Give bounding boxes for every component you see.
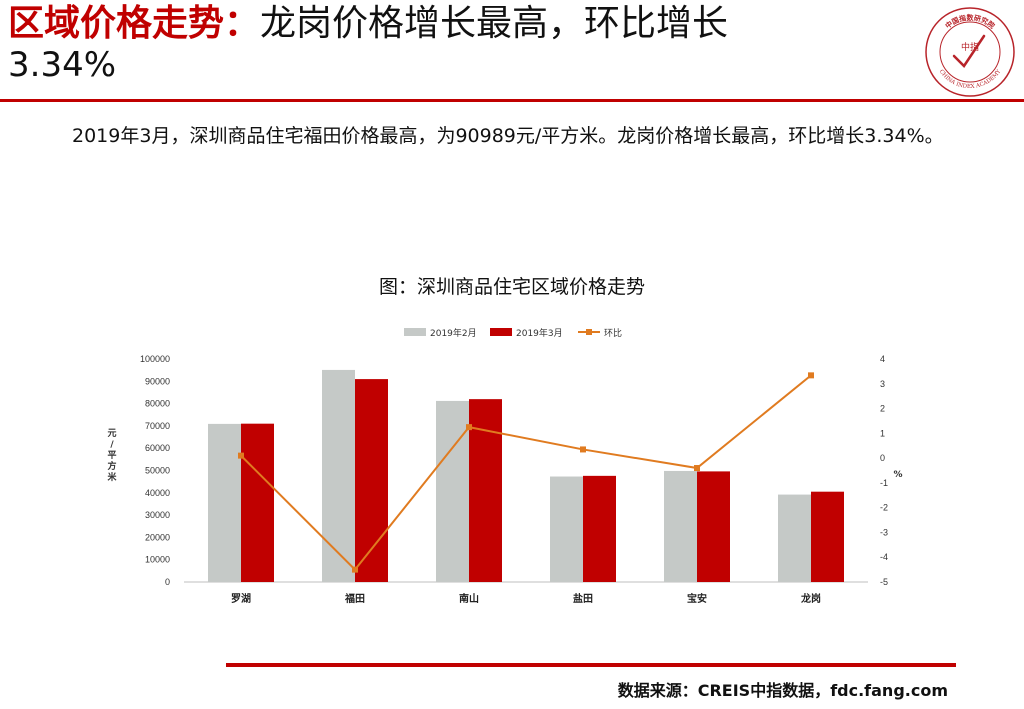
summary-text: 2019年3月，深圳商品住宅福田价格最高，为90989元/平方米。龙岗价格增长最… bbox=[72, 125, 944, 147]
bar-mar bbox=[697, 471, 730, 582]
y-tick-label: 0 bbox=[165, 577, 170, 587]
data-source: 数据来源：CREIS中指数据，fdc.fang.com bbox=[617, 681, 948, 700]
logo-center-text: 中指 bbox=[961, 41, 979, 53]
y-tick-label: 90000 bbox=[145, 376, 170, 386]
bar-mar bbox=[811, 491, 844, 582]
legend-label: 2019年3月 bbox=[516, 327, 563, 339]
y-axis-label-char: 米 bbox=[106, 471, 117, 483]
legend-label: 2019年2月 bbox=[430, 327, 477, 339]
title-headline: 龙岗价格增长最高，环比增长 bbox=[260, 3, 729, 44]
x-tick-label: 南山 bbox=[459, 592, 479, 605]
bar-feb bbox=[550, 476, 583, 582]
svg-text:中国指数研究院: 中国指数研究院 bbox=[943, 13, 996, 30]
line-point bbox=[466, 424, 472, 431]
bar-mar bbox=[241, 423, 274, 582]
bar-mar bbox=[583, 475, 616, 582]
price-trend-chart: 0 10000 20000 30000 40000 50000 60000 70000 8000… bbox=[106, 327, 902, 605]
x-tick-label: 盐田 bbox=[573, 592, 593, 605]
y2-tick-label: 1 bbox=[880, 428, 885, 438]
line-point bbox=[238, 452, 244, 459]
page-title: 区域价格走势：龙岗价格增长最高，环比增长 3.34% bbox=[8, 2, 908, 84]
legend-marker bbox=[586, 329, 592, 335]
y2-tick-label: -1 bbox=[880, 478, 888, 488]
bar-feb bbox=[436, 400, 469, 582]
header-divider bbox=[0, 99, 1024, 102]
bar-feb bbox=[778, 494, 811, 582]
legend-swatch bbox=[404, 328, 426, 336]
y-axis-label-char: 元 bbox=[107, 428, 116, 439]
y-tick-label: 60000 bbox=[145, 443, 170, 453]
line-point bbox=[694, 465, 700, 472]
y-tick-label: 80000 bbox=[145, 399, 170, 409]
y2-tick-label: 4 bbox=[880, 354, 885, 364]
x-tick-label: 宝安 bbox=[687, 592, 707, 605]
y2-axis-label: % bbox=[893, 470, 902, 480]
x-tick-label: 龙岗 bbox=[800, 592, 821, 605]
y2-tick-label: -3 bbox=[880, 527, 888, 537]
line-mom bbox=[240, 374, 812, 572]
line-point bbox=[580, 446, 586, 453]
bar-feb bbox=[208, 423, 241, 582]
y2-tick-label: 2 bbox=[880, 404, 885, 414]
footer-divider bbox=[226, 663, 956, 667]
y-tick-label: 20000 bbox=[145, 532, 170, 542]
title-line-1: 区域价格走势：龙岗价格增长最高，环比增长 bbox=[8, 2, 908, 46]
y-axis-label-char: 方 bbox=[107, 460, 116, 472]
bar-feb bbox=[322, 369, 355, 582]
chart-title: 图：深圳商品住宅区域价格走势 bbox=[378, 276, 645, 298]
title-separator: ： bbox=[224, 3, 261, 44]
y-tick-label: 10000 bbox=[145, 555, 170, 565]
bar-mar bbox=[355, 379, 388, 582]
y-tick-label: 70000 bbox=[145, 421, 170, 431]
bar-mar bbox=[469, 399, 502, 582]
y2-tick-label: -4 bbox=[880, 552, 888, 562]
legend-label: 环比 bbox=[604, 327, 622, 339]
china-index-academy-logo: 中国指数研究院 CHINA INDEX ACADEMY 中指 bbox=[925, 7, 1015, 97]
y-axis-label-char: 平 bbox=[107, 450, 116, 461]
y-tick-label: 30000 bbox=[145, 510, 170, 520]
logo-text-cn: 中国指数研究院 bbox=[943, 13, 996, 30]
y2-tick-label: 3 bbox=[880, 379, 885, 389]
y2-tick-label: 0 bbox=[880, 453, 885, 463]
title-line-2: 3.34% bbox=[8, 45, 117, 85]
y-tick-label: 40000 bbox=[145, 488, 170, 498]
line-point bbox=[808, 372, 814, 379]
y-tick-label: 100000 bbox=[140, 354, 170, 364]
line-point bbox=[352, 566, 358, 573]
y2-tick-label: -5 bbox=[880, 577, 888, 587]
bar-feb bbox=[664, 470, 697, 582]
y-tick-label: 50000 bbox=[145, 466, 170, 476]
title-topic: 区域价格走势 bbox=[8, 3, 225, 44]
y-axis-label-char: / bbox=[110, 440, 114, 450]
x-tick-label: 罗湖 bbox=[231, 592, 251, 605]
legend-swatch bbox=[490, 328, 512, 336]
x-tick-label: 福田 bbox=[344, 592, 365, 605]
y2-tick-label: -2 bbox=[880, 503, 888, 513]
